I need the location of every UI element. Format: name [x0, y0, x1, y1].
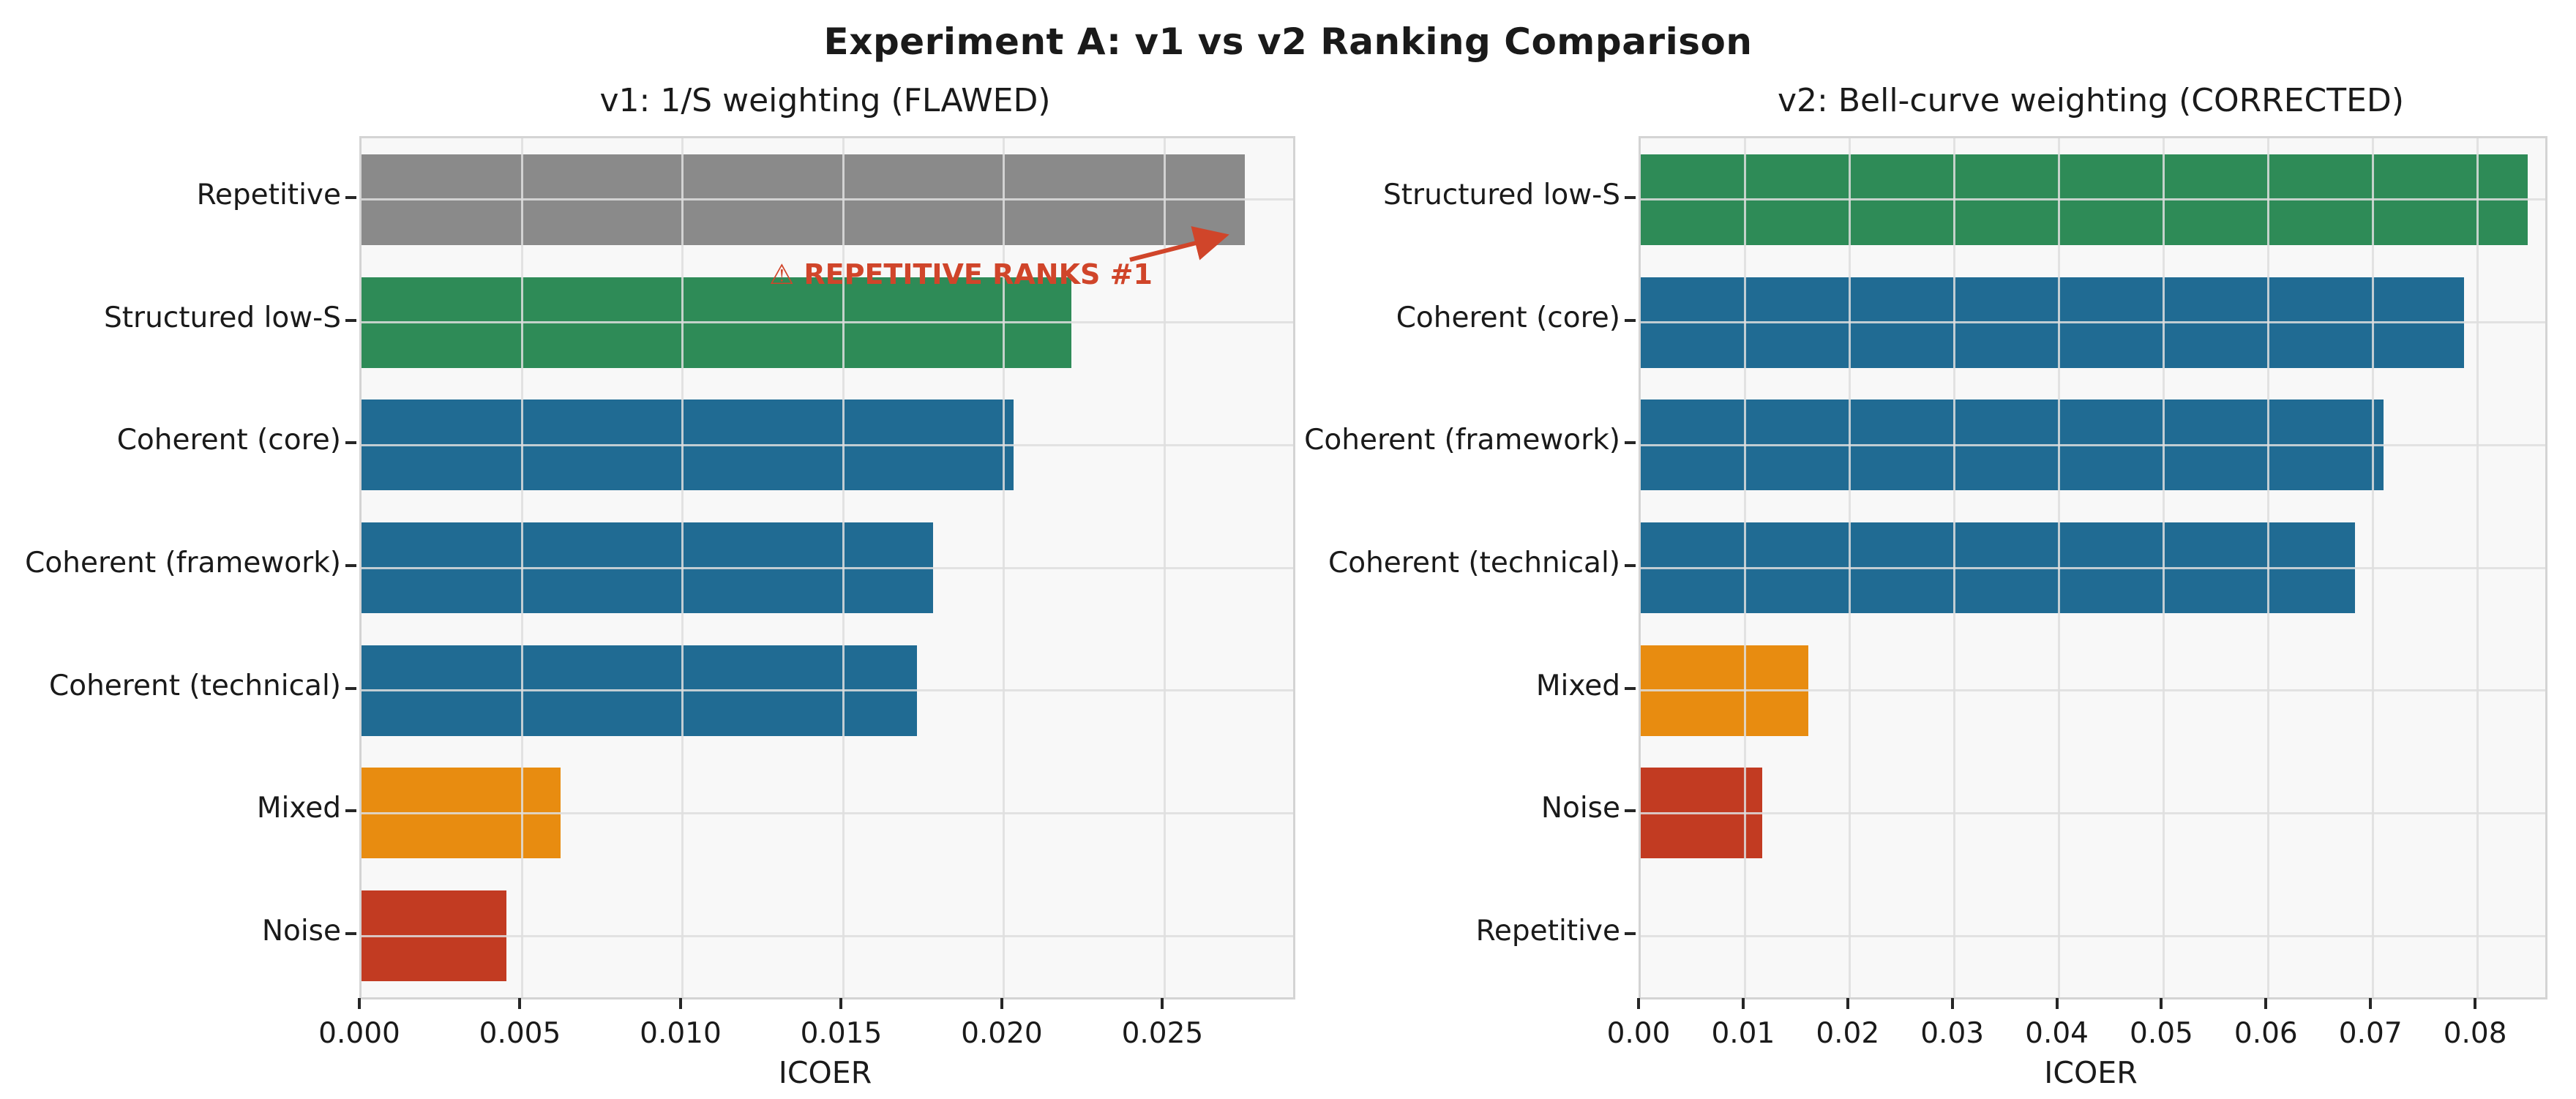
x-tick-mark [1741, 998, 1745, 1009]
y-label-mixed: Mixed [1535, 669, 1620, 702]
x-tick-label: 0.020 [961, 1017, 1043, 1050]
x-tick-mark [678, 998, 682, 1009]
x-tick-label: 0.02 [1816, 1017, 1880, 1050]
y-label-coherent-framework: Coherent (framework) [1304, 424, 1620, 457]
x-tick-label: 0.01 [1711, 1017, 1775, 1050]
y-tick-mark [1625, 564, 1636, 567]
x-tick-label: 0.05 [2130, 1017, 2193, 1050]
y-tick-mark [1625, 318, 1636, 322]
gridline-horizontal [362, 811, 1293, 814]
plot-area-v1: ⚠ REPETITIVE RANKS #1 [359, 136, 1295, 999]
y-tick-mark [1625, 441, 1636, 445]
gridline-horizontal [1641, 443, 2545, 446]
x-tick-mark [2264, 998, 2268, 1009]
subplot-title-v1: v1: 1/S weighting (FLAWED) [599, 82, 1051, 119]
y-label-coherent-framework: Coherent (framework) [25, 547, 341, 579]
y-label-structured-low-s: Structured low-S [104, 301, 341, 334]
x-tick-label: 0.010 [640, 1017, 722, 1050]
gridline-horizontal [1641, 689, 2545, 692]
gridline-horizontal [1641, 811, 2545, 814]
x-tick-mark [2369, 998, 2373, 1009]
y-tick-mark [345, 564, 356, 567]
x-tick-mark [2160, 998, 2163, 1009]
x-tick-mark [1846, 998, 1849, 1009]
y-label-mixed: Mixed [256, 792, 341, 825]
x-tick-label: 0.07 [2338, 1017, 2403, 1050]
y-tick-mark [345, 932, 356, 936]
y-label-structured-low-s: Structured low-S [1383, 178, 1620, 211]
gridline-horizontal [362, 443, 1293, 446]
y-label-noise: Noise [261, 915, 341, 948]
gridline-horizontal [362, 198, 1293, 201]
y-tick-mark [345, 809, 356, 813]
x-tick-mark [518, 998, 522, 1009]
y-label-repetitive: Repetitive [196, 178, 341, 211]
y-tick-mark [1625, 932, 1636, 936]
x-tick-label: 0.06 [2234, 1017, 2298, 1050]
x-tick-label: 0.03 [1920, 1017, 1985, 1050]
y-tick-mark [345, 318, 356, 322]
figure-title: Experiment A: v1 vs v2 Ranking Compariso… [823, 20, 1753, 63]
plot-area-v2 [1639, 136, 2547, 999]
x-tick-label: 0.08 [2443, 1017, 2507, 1050]
y-label-repetitive: Repetitive [1475, 915, 1620, 948]
y-tick-mark [345, 195, 356, 199]
x-tick-label: 0.015 [800, 1017, 883, 1050]
y-label-coherent-technical: Coherent (technical) [1328, 547, 1620, 579]
gridline-horizontal [362, 934, 1293, 937]
y-label-noise: Noise [1540, 792, 1620, 825]
x-tick-mark [358, 998, 361, 1009]
xaxis-label-v2: ICOER [2044, 1055, 2138, 1090]
gridline-horizontal [362, 689, 1293, 692]
y-tick-mark [1625, 686, 1636, 690]
gridline-horizontal [1641, 198, 2545, 201]
gridline-horizontal [362, 566, 1293, 569]
y-label-coherent-core: Coherent (core) [1396, 301, 1620, 334]
gridline-horizontal [362, 321, 1293, 324]
gridline-horizontal [1641, 934, 2545, 937]
x-tick-label: 0.00 [1606, 1017, 1671, 1050]
x-tick-mark [1161, 998, 1164, 1009]
y-tick-mark [345, 441, 356, 445]
x-tick-mark [2474, 998, 2477, 1009]
gridline-horizontal [1641, 321, 2545, 324]
x-tick-mark [1637, 998, 1640, 1009]
x-tick-label: 0.025 [1121, 1017, 1204, 1050]
y-tick-mark [1625, 809, 1636, 813]
x-tick-mark [1000, 998, 1003, 1009]
x-tick-mark [839, 998, 843, 1009]
annotation-repetitive-ranks-1: ⚠ REPETITIVE RANKS #1 [769, 258, 1153, 290]
y-tick-mark [345, 686, 356, 690]
y-label-coherent-core: Coherent (core) [116, 424, 341, 457]
x-tick-label: 0.04 [2025, 1017, 2089, 1050]
x-tick-mark [2055, 998, 2059, 1009]
subplot-title-v2: v2: Bell-curve weighting (CORRECTED) [1778, 82, 2404, 119]
x-tick-mark [1950, 998, 1954, 1009]
annotation-arrow [1129, 226, 1229, 262]
gridline-horizontal [1641, 566, 2545, 569]
y-tick-mark [1625, 195, 1636, 199]
x-tick-label: 0.000 [318, 1017, 400, 1050]
y-label-coherent-technical: Coherent (technical) [49, 669, 341, 702]
x-tick-label: 0.005 [479, 1017, 561, 1050]
xaxis-label-v1: ICOER [778, 1055, 872, 1090]
